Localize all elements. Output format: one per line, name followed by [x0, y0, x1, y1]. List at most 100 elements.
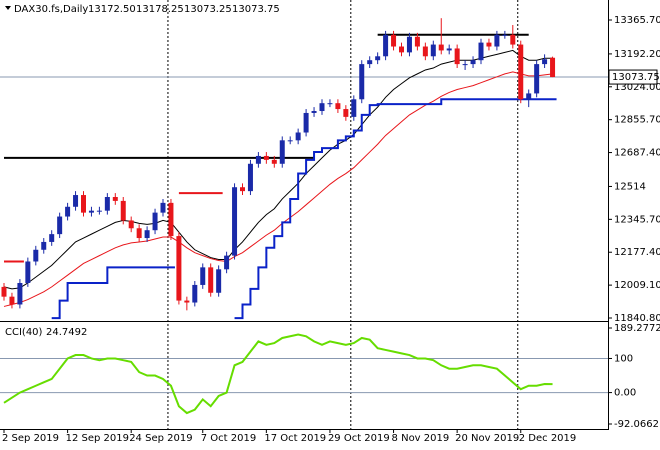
indicator-line [3, 71, 553, 307]
candle-body [343, 109, 349, 117]
candle-body [335, 103, 341, 110]
candle-body [510, 34, 516, 45]
y-tick-label: 13024.00 [614, 82, 660, 93]
candle-body [414, 36, 420, 47]
candle-body [120, 200, 126, 221]
candle-body [96, 210, 102, 212]
y-tick-label: -92.0662 [614, 419, 659, 430]
candle-body [232, 187, 238, 256]
candle-body [422, 46, 428, 57]
x-tick-label: 24 Sep 2019 [129, 433, 192, 444]
x-tick-label: 17 Oct 2019 [264, 433, 326, 444]
candle-body [224, 255, 230, 270]
candle-body [375, 56, 381, 61]
candle-body [49, 234, 55, 242]
price-label-box [608, 69, 658, 85]
candle-body [518, 44, 524, 100]
symbol: DAX30.fs,Daily [14, 4, 88, 15]
candle-body [383, 34, 389, 57]
candle-body [104, 196, 110, 211]
header-value: 13073.25 [184, 4, 232, 15]
x-tick-label: 2 Sep 2019 [2, 433, 59, 444]
candle-body [216, 269, 222, 293]
candle-body [502, 34, 508, 36]
candle-body [295, 132, 301, 141]
candle-body [430, 44, 436, 57]
candle-body [200, 267, 206, 285]
candle-body [478, 42, 484, 61]
y-tick-label: 13192.20 [614, 49, 660, 60]
candle-body [247, 163, 253, 192]
candle-body [399, 46, 404, 53]
candle-body [462, 64, 468, 66]
candle-body [311, 111, 317, 113]
indicator-line [4, 192, 223, 263]
candle-body [542, 59, 548, 65]
candle-body [88, 210, 94, 213]
y-tick-label: 12345.70 [614, 214, 660, 225]
x-tick-label: 8 Nov 2019 [392, 433, 450, 444]
candle-body [208, 267, 214, 293]
x-tick-label: 12 Sep 2019 [66, 433, 129, 444]
x-tick-label: 2 Dec 2019 [519, 433, 577, 444]
x-tick-label: 7 Oct 2019 [201, 433, 256, 444]
candle-body [33, 249, 39, 262]
candle-body [327, 103, 333, 105]
y-tick-label: 11840.80 [614, 313, 660, 324]
candle-body [391, 34, 397, 47]
candle-body [176, 236, 182, 301]
candle-body [9, 296, 15, 305]
candle-body [263, 155, 269, 160]
candle-body [152, 212, 158, 231]
x-tick-label: 20 Nov 2019 [455, 433, 519, 444]
candle-body [81, 195, 86, 213]
candle-body [25, 261, 31, 283]
header-value: 13178.25 [136, 4, 184, 15]
candle-body [550, 57, 556, 78]
candle-body [438, 44, 444, 51]
candle-body [351, 99, 357, 117]
indicator-line [51, 98, 557, 320]
candle-body [319, 103, 325, 112]
x-tick-label: 29 Oct 2019 [328, 433, 390, 444]
candle-body [128, 220, 134, 229]
y-tick-label: 0.00 [614, 388, 636, 399]
candle-body [271, 159, 277, 164]
candle-body [287, 140, 293, 142]
candle-body [144, 230, 150, 239]
candle-body [486, 42, 492, 47]
candle-body [184, 300, 190, 303]
candle-body [41, 241, 47, 250]
y-tick-label: 12687.40 [614, 148, 660, 159]
candle-body [1, 286, 7, 297]
candle-body [494, 34, 500, 47]
candle-body [112, 196, 118, 201]
candle-body [192, 284, 198, 303]
header-values: 13172.50 13178.25 13073.25 13073.75 [88, 4, 280, 15]
candle-body [454, 48, 460, 65]
candle-body [136, 228, 142, 239]
candle-body [303, 112, 309, 133]
indicator-title: CCI(40) [5, 327, 43, 338]
price-label: 13073.75 [612, 72, 660, 83]
symbol-icon [5, 6, 11, 10]
cci-line [3, 333, 553, 415]
candle-body [359, 64, 365, 100]
y-tick-label: 12855.70 [614, 115, 660, 126]
candle-body [57, 216, 63, 235]
y-tick-label: 12514 [614, 181, 646, 192]
y-tick-label: 13365.70 [614, 15, 660, 26]
candle-body [17, 282, 23, 305]
y-tick-label: 189.2772 [614, 323, 660, 334]
header-value: 13172.50 [88, 4, 136, 15]
candle-body [446, 48, 452, 51]
candle-body [534, 64, 540, 94]
y-tick-label: 100 [614, 353, 633, 364]
candle-body [168, 202, 174, 237]
indicator-line [3, 49, 553, 290]
y-tick-label: 12009.10 [614, 280, 660, 291]
y-tick-label: 12177.40 [614, 247, 660, 258]
indicator-value: 24.7492 [46, 327, 87, 338]
